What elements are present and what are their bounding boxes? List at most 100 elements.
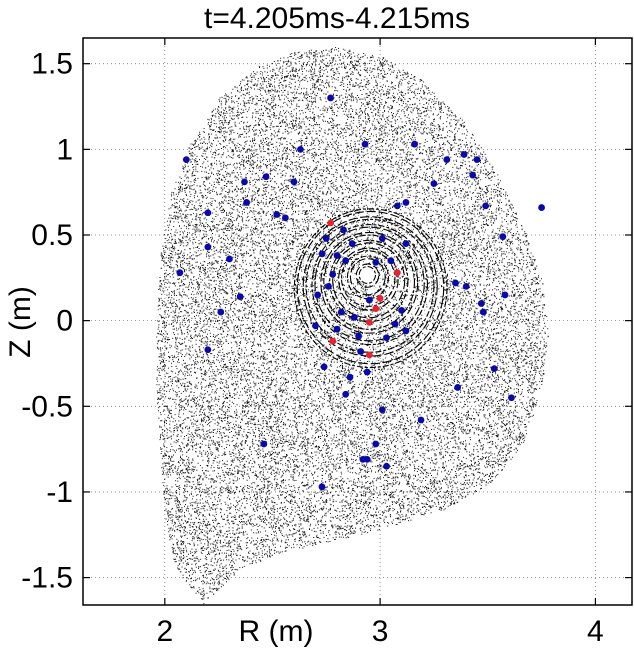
blue-marker [226, 255, 233, 263]
x-axis-label: R (m) [239, 615, 314, 648]
y-tick-label: 1 [56, 133, 73, 166]
flux-ring [314, 226, 425, 342]
y-tick-label: -1.5 [21, 562, 73, 595]
blue-marker [327, 94, 334, 102]
flux-ring [352, 260, 383, 292]
red-marker [365, 351, 373, 359]
particle-cloud [156, 47, 549, 605]
blue-marker [372, 259, 380, 266]
chart-title: t=4.205ms-4.215ms [204, 2, 470, 35]
blue-marker [318, 483, 326, 491]
blue-marker [361, 140, 369, 148]
blue-marker [346, 373, 354, 381]
blue-marker [469, 171, 477, 179]
flux-ring [338, 247, 399, 311]
x-tick-label: 4 [587, 615, 604, 648]
blue-marker [383, 334, 390, 342]
blue-marker [402, 199, 410, 206]
blue-marker [355, 332, 362, 340]
particle-cloud-points [156, 47, 549, 605]
blue-marker [363, 368, 371, 376]
marker-layer [176, 94, 545, 491]
blue-marker [318, 250, 326, 258]
grid-lines [83, 38, 632, 605]
blue-marker [333, 325, 341, 333]
blue-marker [490, 365, 498, 373]
blue-marker [477, 300, 485, 307]
blue-marker [391, 320, 399, 328]
blue-marker [297, 145, 304, 153]
y-tick-label: 1.5 [31, 48, 73, 81]
blue-marker [501, 291, 509, 299]
y-tick-label: -0.5 [21, 390, 73, 423]
blue-marker [430, 180, 438, 188]
blue-marker [460, 151, 468, 158]
blue-marker [243, 199, 251, 206]
blue-marker [378, 406, 386, 414]
red-marker [372, 305, 380, 313]
axes-box [82, 37, 633, 606]
blue-marker [273, 211, 281, 218]
blue-marker [329, 270, 337, 278]
blue-marker [508, 394, 515, 402]
blue-marker [340, 226, 347, 234]
blue-marker [417, 416, 425, 424]
blue-marker [402, 327, 410, 335]
y-tick-label: 0.5 [31, 219, 73, 252]
flux-ring [299, 213, 442, 361]
blue-marker [473, 156, 481, 164]
red-marker [365, 318, 373, 326]
blue-marker [365, 296, 373, 304]
blue-marker [350, 313, 358, 321]
blue-marker [402, 240, 410, 247]
blue-marker [342, 257, 350, 265]
blue-marker [411, 140, 418, 148]
flux-ring [323, 234, 415, 330]
blue-marker [325, 282, 332, 290]
red-marker [327, 219, 334, 227]
blue-marker [348, 240, 356, 247]
blue-marker [398, 306, 406, 314]
blue-marker [204, 346, 212, 354]
y-axis-label: Z (m) [4, 286, 37, 358]
blue-marker [217, 308, 225, 316]
x-tick-label: 3 [372, 615, 389, 648]
flux-ring [311, 224, 428, 346]
flux-ring [346, 255, 389, 300]
blue-marker [462, 282, 470, 290]
blue-marker [387, 257, 395, 265]
blue-marker [454, 384, 462, 391]
blue-marker [236, 293, 244, 301]
flux-ring [302, 216, 438, 357]
blue-marker [182, 156, 190, 164]
blue-marker [320, 363, 328, 371]
red-marker [376, 294, 384, 302]
y-tick-label: 0 [56, 305, 73, 338]
flux-ring [355, 263, 380, 288]
flux-ring [305, 218, 435, 353]
blue-marker [393, 202, 401, 210]
blue-marker [337, 308, 345, 316]
blue-marker [241, 178, 248, 186]
flux-ring [334, 244, 403, 315]
flux-ring [332, 242, 406, 319]
blue-marker [383, 462, 390, 470]
flux-ring [308, 221, 432, 350]
blue-marker [372, 440, 380, 448]
flux-ring [317, 229, 422, 338]
flux-surface-rings [293, 208, 448, 369]
blue-marker [322, 235, 330, 242]
blue-marker [342, 390, 350, 398]
blue-marker [204, 243, 212, 251]
blue-marker [333, 252, 341, 259]
flux-ring [296, 210, 445, 365]
blue-marker [314, 291, 322, 299]
blue-marker [363, 455, 371, 463]
y-tick-label: -1 [46, 476, 73, 509]
tick-marks [83, 38, 632, 605]
blue-marker [176, 269, 184, 277]
blue-marker [290, 178, 298, 186]
flux-ring [349, 258, 386, 296]
blue-marker [482, 202, 489, 210]
